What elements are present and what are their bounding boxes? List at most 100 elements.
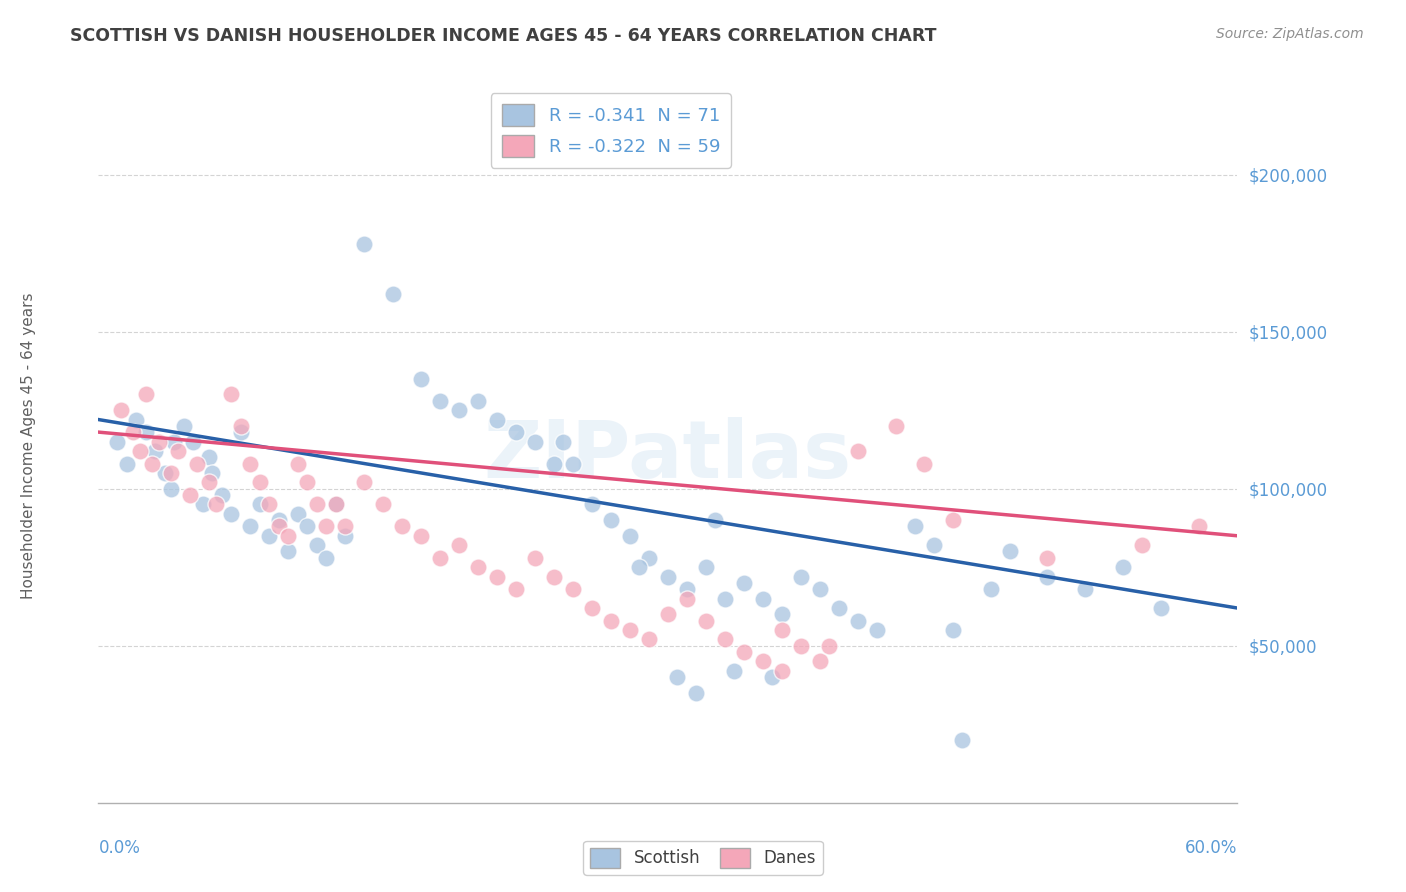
- Point: [486, 569, 509, 583]
- Point: [135, 387, 157, 401]
- Point: [866, 623, 889, 637]
- Point: [259, 497, 281, 511]
- Point: [666, 670, 689, 684]
- Point: [221, 387, 243, 401]
- Point: [297, 475, 319, 490]
- Point: [1150, 601, 1173, 615]
- Point: [191, 497, 214, 511]
- Point: [371, 497, 394, 511]
- Point: [600, 614, 623, 628]
- Point: [695, 614, 717, 628]
- Point: [205, 497, 228, 511]
- Point: [733, 575, 755, 590]
- Point: [186, 457, 208, 471]
- Text: SCOTTISH VS DANISH HOUSEHOLDER INCOME AGES 45 - 64 YEARS CORRELATION CHART: SCOTTISH VS DANISH HOUSEHOLDER INCOME AG…: [70, 27, 936, 45]
- Legend: Scottish, Danes: Scottish, Danes: [583, 841, 823, 875]
- Point: [335, 519, 357, 533]
- Point: [543, 569, 565, 583]
- Point: [562, 457, 585, 471]
- Point: [704, 513, 727, 527]
- Point: [733, 645, 755, 659]
- Point: [159, 482, 181, 496]
- Point: [429, 550, 451, 565]
- Point: [121, 425, 143, 439]
- Point: [723, 664, 745, 678]
- Text: 0.0%: 0.0%: [98, 838, 141, 857]
- Text: Source: ZipAtlas.com: Source: ZipAtlas.com: [1216, 27, 1364, 41]
- Point: [676, 591, 699, 606]
- Point: [135, 425, 157, 439]
- Point: [183, 434, 205, 449]
- Point: [486, 412, 509, 426]
- Point: [1036, 569, 1059, 583]
- Point: [277, 544, 299, 558]
- Text: 60.0%: 60.0%: [1185, 838, 1237, 857]
- Point: [259, 529, 281, 543]
- Point: [524, 434, 547, 449]
- Point: [524, 550, 547, 565]
- Point: [770, 607, 793, 622]
- Point: [391, 519, 413, 533]
- Point: [115, 457, 138, 471]
- Point: [676, 582, 699, 597]
- Point: [685, 686, 707, 700]
- Point: [950, 733, 973, 747]
- Point: [998, 544, 1021, 558]
- Point: [197, 475, 219, 490]
- Point: [505, 582, 527, 597]
- Point: [145, 444, 167, 458]
- Text: ZIPatlas: ZIPatlas: [484, 417, 852, 495]
- Point: [287, 507, 309, 521]
- Point: [221, 507, 243, 521]
- Point: [429, 393, 451, 408]
- Point: [411, 372, 433, 386]
- Point: [543, 457, 565, 471]
- Point: [1074, 582, 1097, 597]
- Point: [912, 457, 935, 471]
- Point: [752, 655, 775, 669]
- Point: [315, 519, 337, 533]
- Point: [267, 513, 290, 527]
- Point: [790, 639, 813, 653]
- Point: [129, 444, 152, 458]
- Point: [315, 550, 337, 565]
- Point: [808, 655, 831, 669]
- Point: [562, 582, 585, 597]
- Point: [239, 457, 262, 471]
- Point: [179, 488, 201, 502]
- Point: [197, 450, 219, 465]
- Point: [619, 529, 641, 543]
- Point: [884, 418, 907, 433]
- Point: [790, 569, 813, 583]
- Point: [249, 497, 271, 511]
- Point: [447, 403, 470, 417]
- Point: [153, 466, 176, 480]
- Point: [1188, 519, 1211, 533]
- Text: Householder Income Ages 45 - 64 years: Householder Income Ages 45 - 64 years: [21, 293, 35, 599]
- Legend: R = -0.341  N = 71, R = -0.322  N = 59: R = -0.341 N = 71, R = -0.322 N = 59: [491, 93, 731, 168]
- Point: [553, 434, 575, 449]
- Point: [581, 497, 603, 511]
- Point: [201, 466, 224, 480]
- Point: [353, 236, 375, 251]
- Point: [467, 560, 489, 574]
- Point: [628, 560, 651, 574]
- Point: [287, 457, 309, 471]
- Point: [922, 538, 945, 552]
- Point: [770, 664, 793, 678]
- Point: [163, 434, 186, 449]
- Point: [1112, 560, 1135, 574]
- Point: [353, 475, 375, 490]
- Point: [808, 582, 831, 597]
- Point: [1132, 538, 1154, 552]
- Point: [305, 538, 328, 552]
- Point: [305, 497, 328, 511]
- Point: [979, 582, 1001, 597]
- Point: [107, 434, 129, 449]
- Point: [211, 488, 233, 502]
- Point: [325, 497, 347, 511]
- Point: [942, 513, 965, 527]
- Point: [125, 412, 148, 426]
- Point: [752, 591, 775, 606]
- Point: [695, 560, 717, 574]
